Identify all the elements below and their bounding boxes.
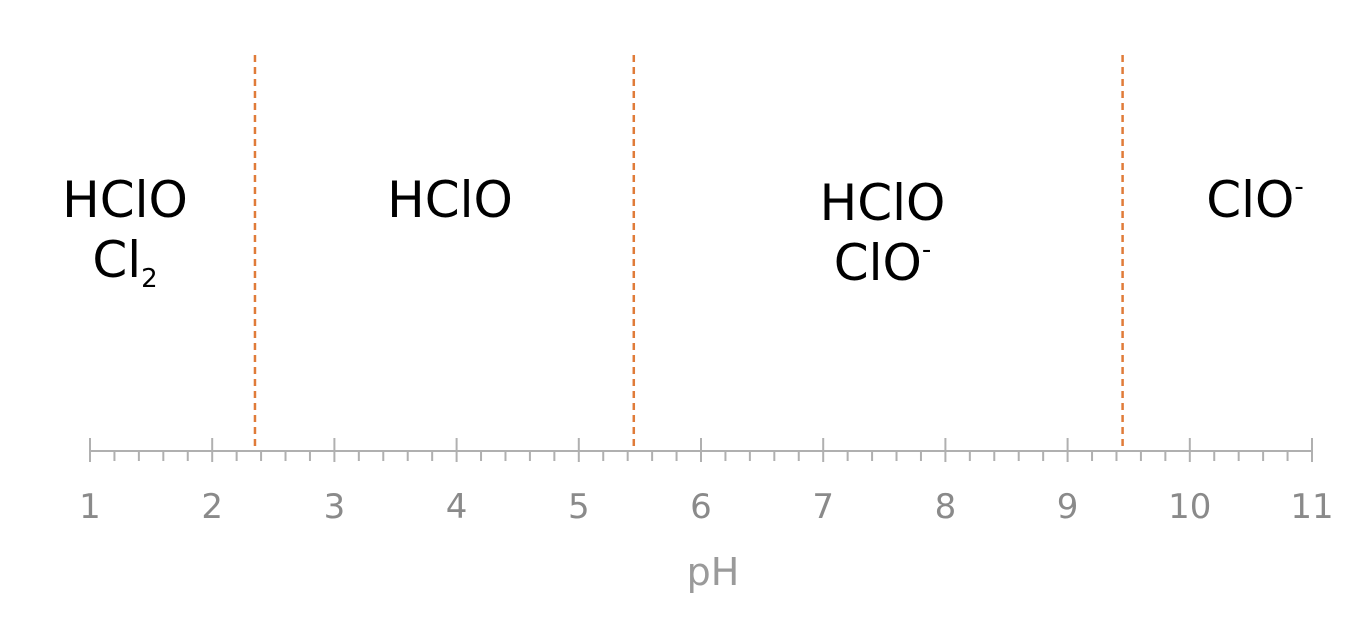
tick-label: 1 — [79, 487, 101, 527]
species-label: ClO- — [1170, 170, 1340, 230]
species-formula: ClO — [1206, 171, 1295, 229]
species-label: HClO — [330, 170, 570, 230]
species-formula: HClO — [819, 174, 946, 232]
tick-label: 7 — [812, 487, 834, 527]
ph-axis: 1 2 3 4 5 6 7 8 9 10 11 pH — [79, 438, 1334, 594]
species-charge: - — [1294, 172, 1304, 202]
axis-title: pH — [687, 550, 740, 594]
region-species-2: HClO — [330, 170, 570, 230]
region-species-3: HClO ClO- — [760, 173, 1005, 293]
tick-label: 3 — [324, 487, 346, 527]
region-species-4: ClO- — [1170, 170, 1340, 230]
species-label: HClO — [760, 173, 1005, 233]
species-label: ClO- — [760, 233, 1005, 293]
species-charge: - — [921, 235, 932, 265]
species-formula: HClO — [387, 171, 513, 229]
species-formula: ClO — [833, 234, 922, 292]
boundary-lines — [253, 55, 1124, 451]
species-subscript: 2 — [141, 264, 158, 294]
species-formula: Cl — [92, 231, 142, 289]
tick-label: 5 — [568, 487, 590, 527]
region-species-1: HClO Cl2 — [30, 170, 220, 292]
species-label: Cl2 — [30, 230, 220, 292]
species-formula: HClO — [62, 171, 188, 229]
tick-label: 6 — [690, 487, 712, 527]
tick-label: 9 — [1057, 487, 1079, 527]
tick-label: 4 — [446, 487, 468, 527]
axis-ticks — [89, 438, 1313, 462]
tick-label: 8 — [935, 487, 957, 527]
species-label: HClO — [30, 170, 220, 230]
tick-label: 2 — [201, 487, 223, 527]
tick-label: 11 — [1290, 487, 1333, 527]
tick-label: 10 — [1168, 487, 1211, 527]
axis-tick-labels: 1 2 3 4 5 6 7 8 9 10 11 — [79, 487, 1333, 527]
